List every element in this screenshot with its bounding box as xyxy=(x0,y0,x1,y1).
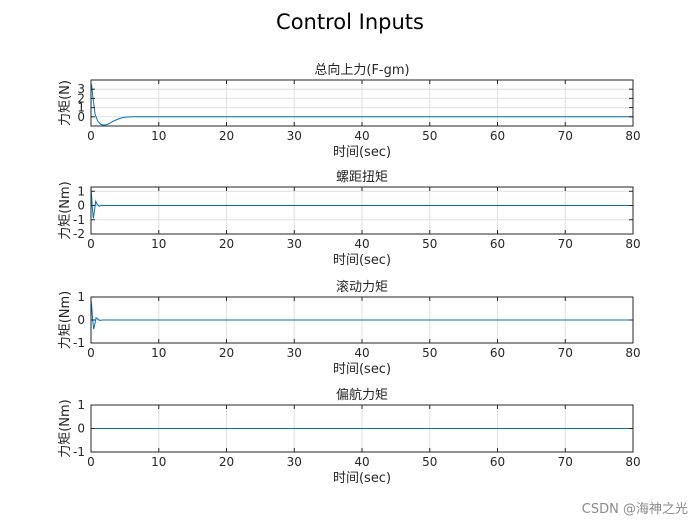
x-tick-label: 80 xyxy=(625,455,640,469)
x-axis-label: 时间(sec) xyxy=(333,362,391,377)
x-tick-label: 60 xyxy=(490,346,505,360)
x-tick-label: 10 xyxy=(151,129,166,143)
y-tick-label: 3 xyxy=(77,82,85,96)
x-tick-label: 40 xyxy=(354,129,369,143)
y-tick-label: 0 xyxy=(77,313,85,327)
series-line-1 xyxy=(91,299,633,330)
y-tick-label: 1 xyxy=(77,398,85,412)
y-axis-label: 力矩(Nm) xyxy=(58,291,73,350)
x-axis-label: 时间(sec) xyxy=(333,145,391,160)
subplot-title: 螺距扭矩 xyxy=(336,170,388,185)
x-tick-label: 40 xyxy=(354,237,369,251)
y-tick-label: 2 xyxy=(77,91,85,105)
y-tick-label: 1 xyxy=(77,184,85,198)
x-tick-label: 50 xyxy=(422,129,437,143)
figure-title: Control Inputs xyxy=(276,10,424,34)
y-tick-label: 1 xyxy=(77,290,85,304)
x-tick-label: 20 xyxy=(219,237,234,251)
x-tick-label: 30 xyxy=(287,455,302,469)
subplot-title: 滚动力矩 xyxy=(336,279,388,295)
x-tick-label: 20 xyxy=(219,346,234,360)
y-axis-label: 力矩(Nm) xyxy=(58,399,73,458)
subplot-title: 偏航力矩 xyxy=(336,387,388,403)
x-tick-label: 80 xyxy=(625,129,640,143)
x-tick-label: 70 xyxy=(558,129,573,143)
y-tick-label: 0 xyxy=(77,110,85,124)
x-tick-label: 30 xyxy=(287,346,302,360)
x-tick-label: 20 xyxy=(219,455,234,469)
x-tick-label: 70 xyxy=(558,455,573,469)
x-tick-label: 60 xyxy=(490,237,505,251)
series-line-1 xyxy=(91,188,633,219)
y-tick-label: 0 xyxy=(77,422,85,436)
subplot-title: 总向上力(F-gm) xyxy=(314,62,409,78)
x-axis-label: 时间(sec) xyxy=(333,253,391,268)
x-tick-label: 40 xyxy=(354,346,369,360)
x-tick-label: 0 xyxy=(87,346,95,360)
x-tick-label: 10 xyxy=(151,346,166,360)
x-axis-label: 时间(sec) xyxy=(333,471,391,486)
x-tick-label: 80 xyxy=(625,346,640,360)
x-tick-label: 60 xyxy=(490,129,505,143)
x-tick-label: 0 xyxy=(87,237,95,251)
y-tick-label: -1 xyxy=(73,336,85,350)
x-tick-label: 70 xyxy=(558,237,573,251)
x-tick-label: 20 xyxy=(219,129,234,143)
series-line-1 xyxy=(91,83,633,126)
watermark: CSDN @海神之光 xyxy=(581,502,688,517)
x-tick-label: 50 xyxy=(422,346,437,360)
x-tick-label: 80 xyxy=(625,237,640,251)
x-tick-label: 0 xyxy=(87,455,95,469)
x-tick-label: 40 xyxy=(354,455,369,469)
x-tick-label: 0 xyxy=(87,129,95,143)
x-tick-label: 30 xyxy=(287,237,302,251)
x-tick-label: 60 xyxy=(490,455,505,469)
x-tick-label: 10 xyxy=(151,455,166,469)
y-tick-label: -1 xyxy=(73,445,85,459)
y-tick-label: -1 xyxy=(73,213,85,227)
x-tick-label: 50 xyxy=(422,455,437,469)
y-axis-label: 力矩(Nm) xyxy=(58,181,73,240)
x-tick-label: 70 xyxy=(558,346,573,360)
y-tick-label: -2 xyxy=(73,227,85,241)
y-axis-label: 力矩(N) xyxy=(58,80,73,126)
y-tick-label: 1 xyxy=(77,101,85,115)
x-tick-label: 30 xyxy=(287,129,302,143)
x-tick-label: 10 xyxy=(151,237,166,251)
x-tick-label: 50 xyxy=(422,237,437,251)
y-tick-label: 0 xyxy=(77,199,85,213)
